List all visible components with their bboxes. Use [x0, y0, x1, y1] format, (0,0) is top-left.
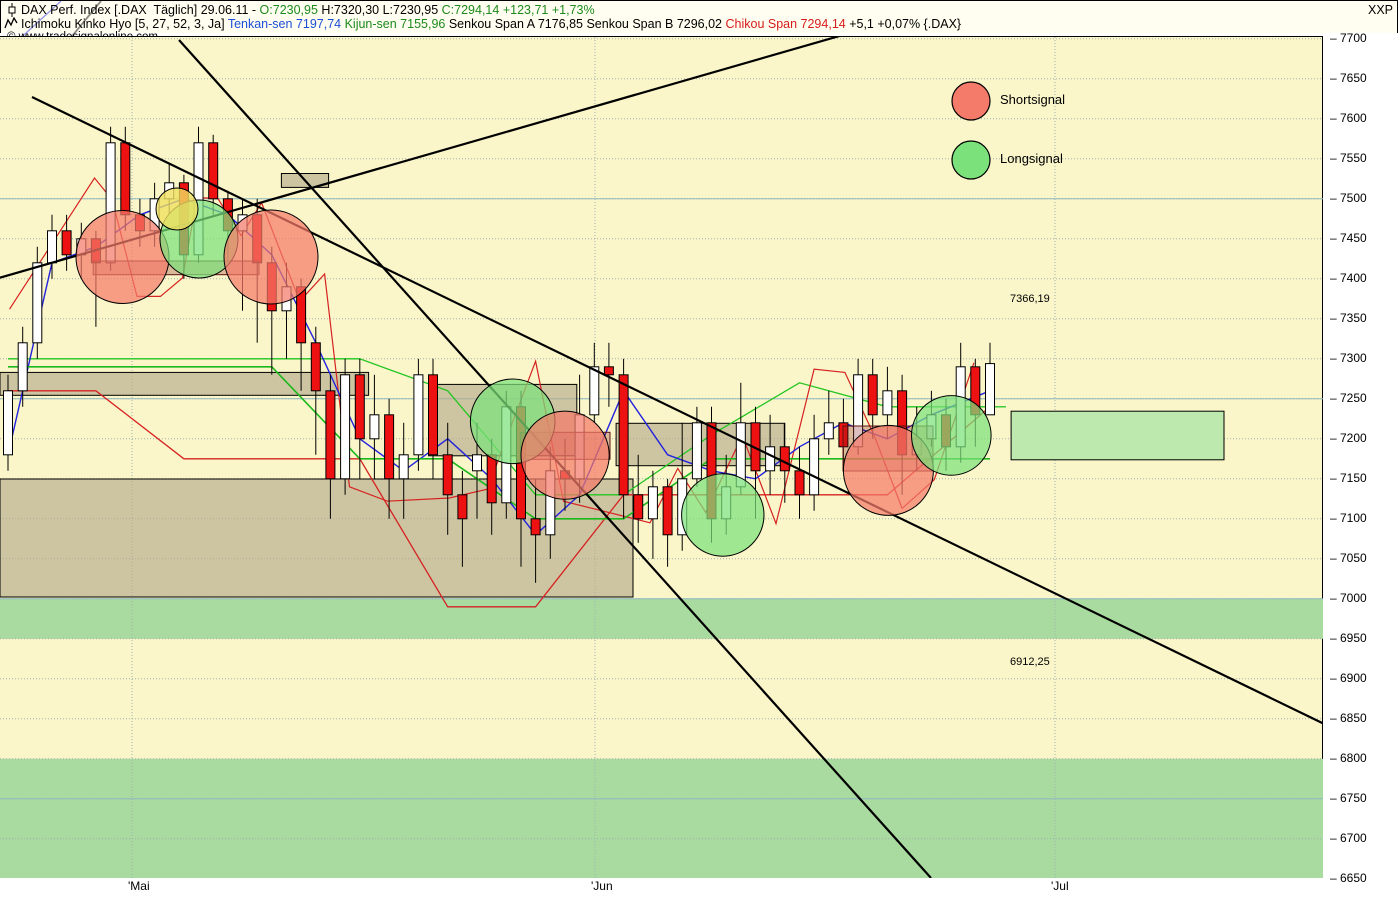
svg-text:6912,25: 6912,25: [1010, 656, 1050, 668]
svg-text:7366,19: 7366,19: [1010, 293, 1050, 305]
